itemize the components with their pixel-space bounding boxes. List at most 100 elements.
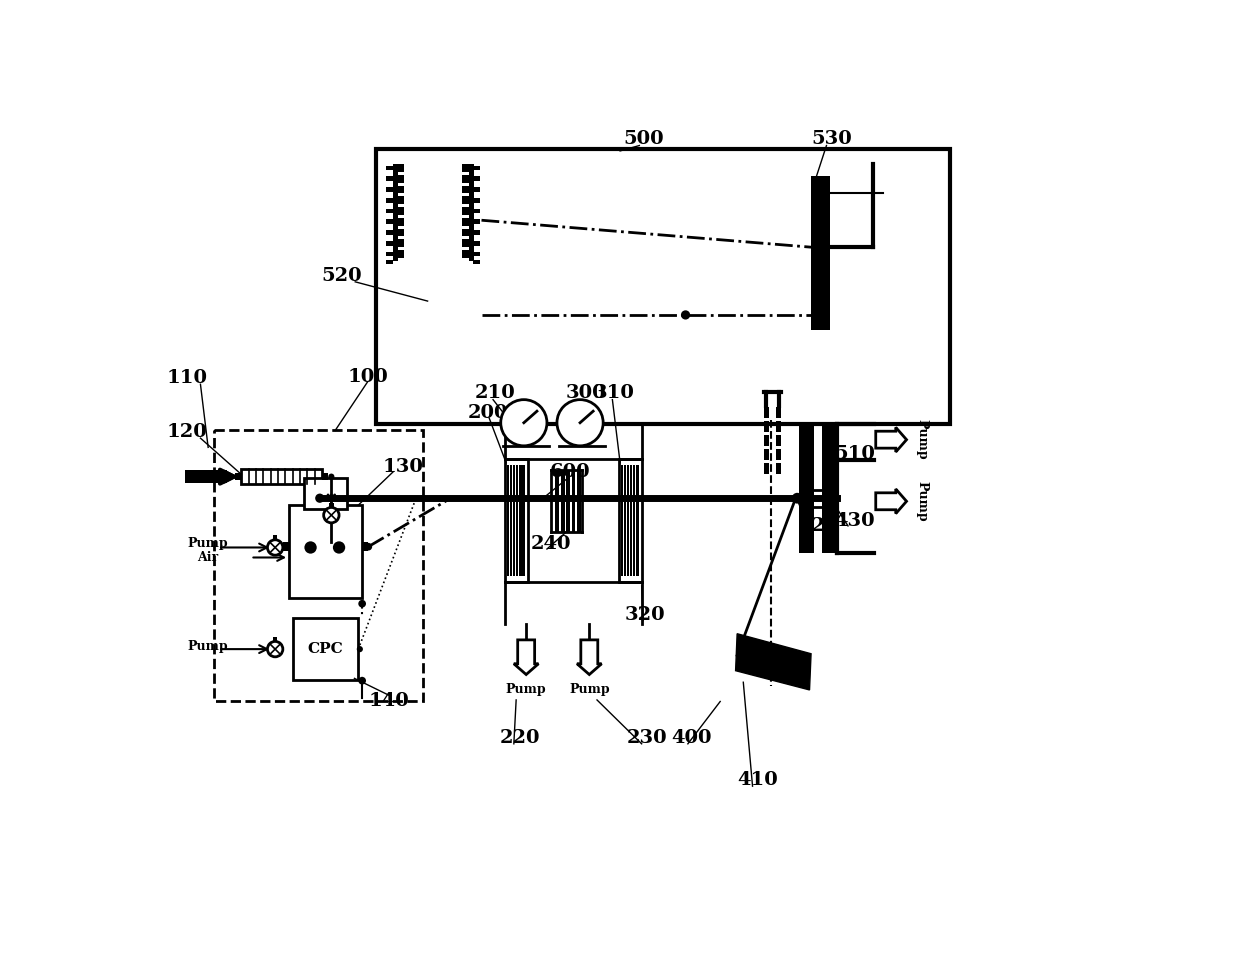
Bar xyxy=(577,471,580,532)
Bar xyxy=(572,471,575,532)
Bar xyxy=(811,176,830,330)
Bar xyxy=(273,637,278,641)
Text: 110: 110 xyxy=(167,369,208,387)
Bar xyxy=(362,542,368,551)
Text: 200: 200 xyxy=(467,404,508,422)
Bar xyxy=(386,252,393,257)
Bar xyxy=(397,174,404,182)
Bar xyxy=(520,465,522,576)
Bar xyxy=(386,198,393,203)
Bar xyxy=(472,208,480,213)
Circle shape xyxy=(365,543,372,550)
Bar xyxy=(293,618,358,680)
Bar xyxy=(463,174,469,182)
Circle shape xyxy=(358,676,366,684)
Text: Pump: Pump xyxy=(915,420,929,460)
Bar xyxy=(213,430,423,702)
Polygon shape xyxy=(735,634,811,690)
Circle shape xyxy=(357,646,363,652)
Text: 240: 240 xyxy=(531,535,572,552)
Bar xyxy=(386,166,393,171)
Bar xyxy=(472,252,480,257)
Text: Pump: Pump xyxy=(506,683,547,697)
Bar xyxy=(516,465,518,576)
Bar xyxy=(636,465,639,576)
Bar xyxy=(273,535,278,540)
Bar xyxy=(236,473,242,481)
Text: 100: 100 xyxy=(347,367,388,386)
Bar xyxy=(776,407,781,418)
Bar xyxy=(776,449,781,459)
Circle shape xyxy=(304,542,316,553)
Text: 120: 120 xyxy=(167,423,208,441)
Bar xyxy=(397,239,404,247)
Circle shape xyxy=(792,493,802,504)
Bar xyxy=(376,148,950,424)
Bar xyxy=(463,239,469,247)
Text: Pump: Pump xyxy=(569,683,610,697)
Bar xyxy=(386,241,393,245)
FancyArrow shape xyxy=(577,640,601,674)
Bar xyxy=(556,471,559,532)
Bar xyxy=(472,187,480,192)
Circle shape xyxy=(358,600,366,608)
Bar xyxy=(463,164,469,172)
Bar xyxy=(397,207,404,215)
Text: Pump: Pump xyxy=(187,641,228,653)
Bar xyxy=(764,463,770,474)
Bar xyxy=(386,176,393,181)
Bar xyxy=(397,250,404,258)
Text: 130: 130 xyxy=(382,457,423,476)
Bar xyxy=(776,422,781,432)
Bar xyxy=(472,241,480,245)
Bar xyxy=(507,465,510,576)
Bar xyxy=(393,164,398,261)
Text: 430: 430 xyxy=(835,512,875,529)
Bar xyxy=(522,465,525,576)
Text: 520: 520 xyxy=(321,267,362,286)
Text: 420: 420 xyxy=(799,516,839,535)
Bar xyxy=(397,186,404,193)
FancyArrow shape xyxy=(875,489,906,514)
Bar xyxy=(472,231,480,234)
Bar xyxy=(619,459,641,582)
Bar xyxy=(822,425,837,553)
Bar xyxy=(469,164,474,261)
Bar xyxy=(289,505,362,598)
Circle shape xyxy=(268,540,283,555)
Bar xyxy=(386,260,393,265)
Bar xyxy=(463,207,469,215)
Bar xyxy=(764,407,770,418)
Bar xyxy=(624,465,626,576)
Circle shape xyxy=(268,641,283,657)
Bar xyxy=(776,435,781,446)
Bar xyxy=(472,198,480,203)
Bar xyxy=(472,260,480,265)
Bar xyxy=(510,465,512,576)
Bar xyxy=(463,218,469,226)
Circle shape xyxy=(329,474,335,480)
Bar xyxy=(386,219,393,224)
Text: 410: 410 xyxy=(737,771,777,789)
Bar xyxy=(513,465,516,576)
Circle shape xyxy=(681,310,691,320)
Bar xyxy=(386,231,393,234)
Bar xyxy=(322,473,329,481)
Bar xyxy=(397,197,404,204)
Text: 510: 510 xyxy=(835,445,875,462)
Bar xyxy=(776,463,781,474)
Circle shape xyxy=(501,399,547,446)
Text: 140: 140 xyxy=(368,693,409,710)
Bar xyxy=(304,478,347,509)
Bar xyxy=(386,208,393,213)
Bar xyxy=(397,229,404,236)
Bar xyxy=(185,471,227,483)
Bar xyxy=(630,465,632,576)
Text: 310: 310 xyxy=(594,385,635,402)
Bar xyxy=(397,164,404,172)
Text: 300: 300 xyxy=(565,385,606,402)
Text: 210: 210 xyxy=(475,385,516,402)
Bar xyxy=(463,186,469,193)
Bar xyxy=(505,459,528,582)
Text: 230: 230 xyxy=(626,730,667,747)
